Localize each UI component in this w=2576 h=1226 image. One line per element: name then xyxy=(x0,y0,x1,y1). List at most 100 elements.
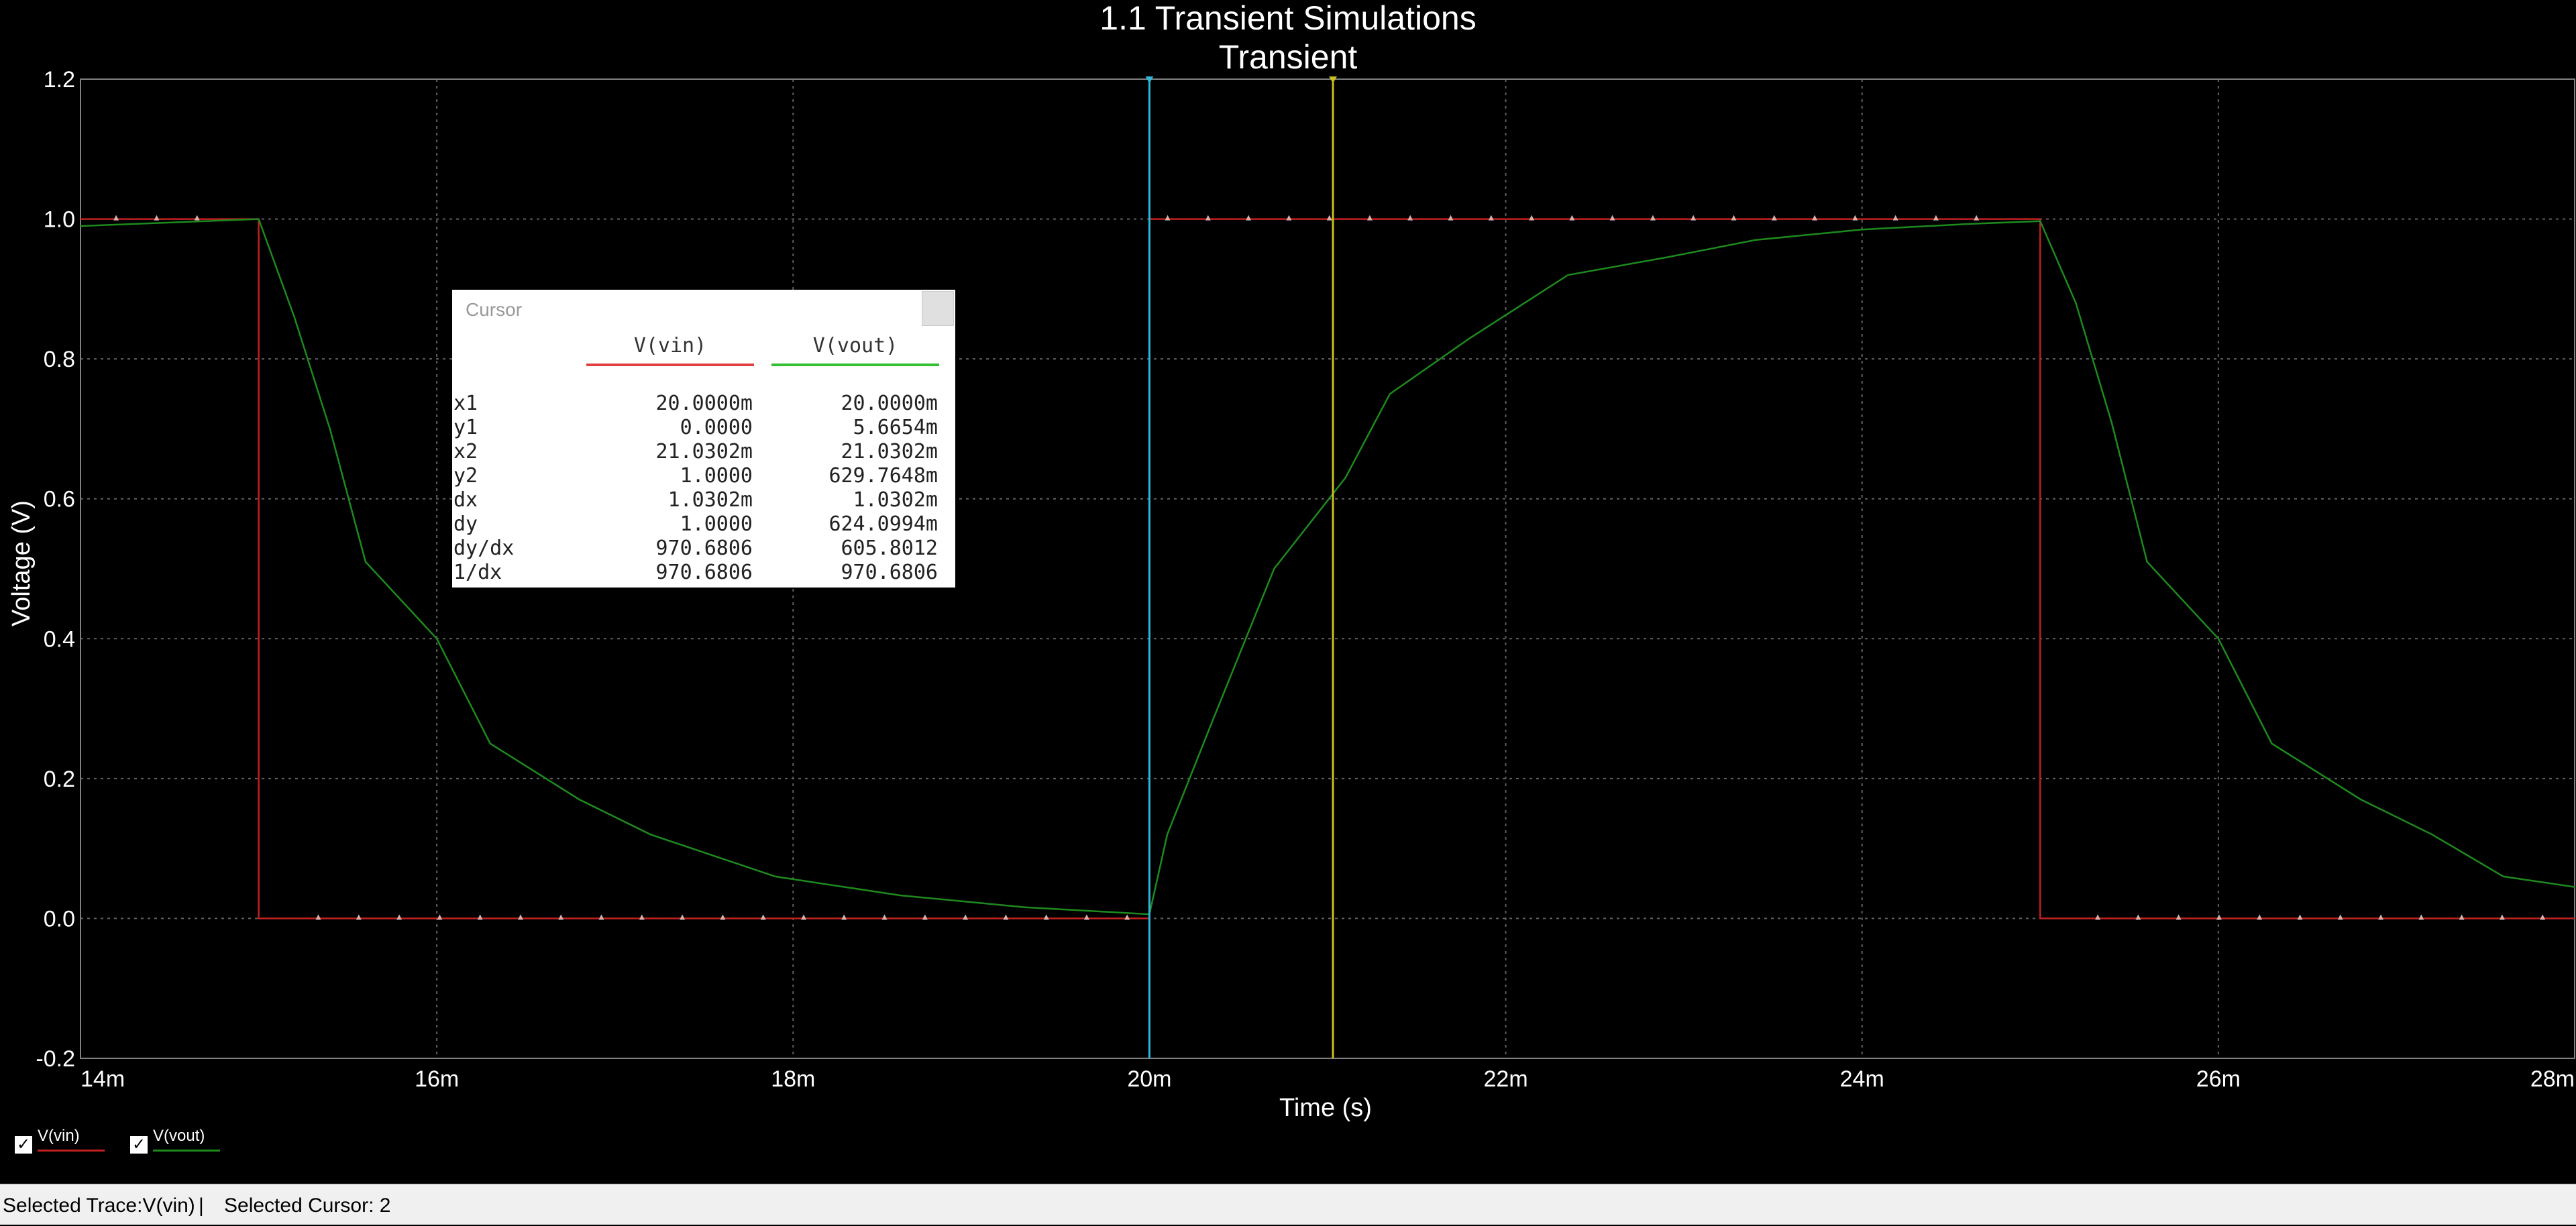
readout-vout-value: 970.6806 xyxy=(841,561,938,584)
column-swatch-vin xyxy=(586,364,754,366)
data-point-marker xyxy=(1448,215,1454,221)
x-axis-label: Time (s) xyxy=(1279,1094,1372,1122)
data-point-marker xyxy=(2499,914,2505,920)
readout-vin-value: 1.0000 xyxy=(680,512,753,536)
data-point-marker xyxy=(2095,914,2101,920)
x-tick-label: 14m xyxy=(80,1066,125,1092)
cursor-readout-row: dx 1.0302m 1.0302m xyxy=(452,488,955,512)
cursor-panel-close-button[interactable] xyxy=(922,291,954,326)
readout-vin-value: 1.0302m xyxy=(667,488,753,512)
readout-label: dx xyxy=(453,488,478,512)
cursor-panel-title: Cursor xyxy=(466,299,523,320)
data-point-marker xyxy=(1165,215,1171,221)
cursor-readout-row: dy/dx 970.6806 605.8012 xyxy=(452,537,955,561)
chart-subtitle: Transient xyxy=(1219,38,1358,76)
cursor-handle-1 xyxy=(1145,76,1154,83)
checkbox-icon[interactable]: ✓ xyxy=(15,1136,32,1154)
data-point-marker xyxy=(2216,914,2222,920)
data-point-marker xyxy=(1083,914,1089,920)
readout-vout-value: 624.0994m xyxy=(828,512,938,536)
x-tick-label: 26m xyxy=(2196,1066,2241,1092)
data-point-marker xyxy=(1124,914,1130,920)
trace-legend: ✓ V(vin) ✓ V(vout) xyxy=(0,1120,402,1154)
data-point-marker xyxy=(356,914,362,920)
data-point-marker xyxy=(1812,215,1818,221)
chart-title: 1.1 Transient Simulations xyxy=(1099,0,1476,37)
data-point-marker xyxy=(1852,215,1858,221)
data-point-marker xyxy=(801,914,806,920)
cursor-readout-row: x2 21.0302m 21.0302m xyxy=(452,440,955,464)
data-point-marker xyxy=(1892,215,1898,221)
checkbox-icon[interactable]: ✓ xyxy=(130,1136,148,1154)
data-point-marker xyxy=(1366,215,1373,221)
column-header-vin: V(vin) xyxy=(633,334,707,357)
data-point-marker xyxy=(922,914,928,920)
series-line-vvout xyxy=(80,218,2575,915)
readout-vin-value: 0.0000 xyxy=(680,416,753,439)
y-tick-label: -0.2 xyxy=(36,1046,75,1072)
legend-label-vin: V(vin) xyxy=(38,1127,80,1145)
y-tick-label: 0.2 xyxy=(44,767,75,792)
data-point-marker xyxy=(598,914,604,920)
readout-vout-value: 629.7648m xyxy=(828,464,938,488)
data-point-marker xyxy=(2135,914,2141,920)
readout-vout-value: 20.0000m xyxy=(841,392,938,415)
data-point-marker xyxy=(1933,215,1939,221)
readout-vout-value: 605.8012 xyxy=(841,537,938,560)
readout-vout-value: 21.0302m xyxy=(841,440,938,463)
cursor-handle-2 xyxy=(1329,76,1338,83)
data-point-marker xyxy=(1650,215,1656,221)
data-point-marker xyxy=(2540,914,2546,920)
data-point-marker xyxy=(2257,914,2263,920)
data-point-marker xyxy=(639,914,645,920)
y-tick-label: 1.2 xyxy=(44,67,75,93)
readout-label: dy/dx xyxy=(453,537,515,560)
readout-vin-value: 1.0000 xyxy=(680,464,753,488)
data-point-marker xyxy=(1043,914,1049,920)
data-point-marker xyxy=(154,215,160,221)
data-point-marker xyxy=(2459,914,2465,920)
data-point-marker xyxy=(1731,215,1737,221)
column-header-vout: V(vout) xyxy=(812,334,898,357)
legend-swatch-vin xyxy=(38,1150,105,1152)
y-axis-label: Voltage (V) xyxy=(7,500,36,626)
data-point-marker xyxy=(963,914,969,920)
readout-vout-value: 5.6654m xyxy=(853,416,938,439)
y-tick-label: 1.0 xyxy=(44,207,75,233)
readout-vin-value: 20.0000m xyxy=(655,392,753,415)
data-point-marker xyxy=(2176,914,2182,920)
cursor-readout-row: dy 1.0000 624.0994m xyxy=(452,512,955,537)
data-point-marker xyxy=(1407,215,1413,221)
data-point-marker xyxy=(194,215,200,221)
data-point-marker xyxy=(113,215,119,221)
data-point-marker xyxy=(1609,215,1615,221)
cursor-readout-row: y1 0.0000 5.6654m xyxy=(452,416,955,440)
data-point-marker xyxy=(1286,215,1292,221)
readout-vin-value: 970.6806 xyxy=(655,537,753,560)
y-tick-label: 0.8 xyxy=(44,347,75,372)
readout-label: x2 xyxy=(453,440,478,463)
data-point-marker xyxy=(558,914,564,920)
y-tick-label: 0.6 xyxy=(44,487,75,512)
cursor-layer[interactable] xyxy=(1145,76,1338,1058)
data-point-marker xyxy=(881,914,888,920)
readout-label: dy xyxy=(453,512,478,536)
data-point-marker xyxy=(720,914,726,920)
data-point-marker xyxy=(680,914,686,920)
data-point-marker xyxy=(2378,914,2384,920)
plot-frame xyxy=(80,78,2575,1059)
data-point-marker xyxy=(1529,215,1535,221)
selected-trace-status: Selected Trace:V(vin) xyxy=(3,1194,195,1217)
readout-label: y1 xyxy=(453,416,478,439)
data-point-marker xyxy=(315,914,321,920)
data-point-marker xyxy=(1488,215,1494,221)
y-tick-label: 0.0 xyxy=(44,906,75,932)
data-point-marker xyxy=(518,914,523,920)
data-point-marker xyxy=(1690,215,1697,221)
readout-vout-value: 1.0302m xyxy=(853,488,938,512)
x-tick-label: 16m xyxy=(415,1066,459,1092)
cursor-readout-row: x1 20.0000m 20.0000m xyxy=(452,392,955,416)
data-point-marker xyxy=(1771,215,1777,221)
cursor-panel[interactable]: Cursor V(vin) V(vout) x1 20.0000m 20.0000m… xyxy=(452,290,955,588)
